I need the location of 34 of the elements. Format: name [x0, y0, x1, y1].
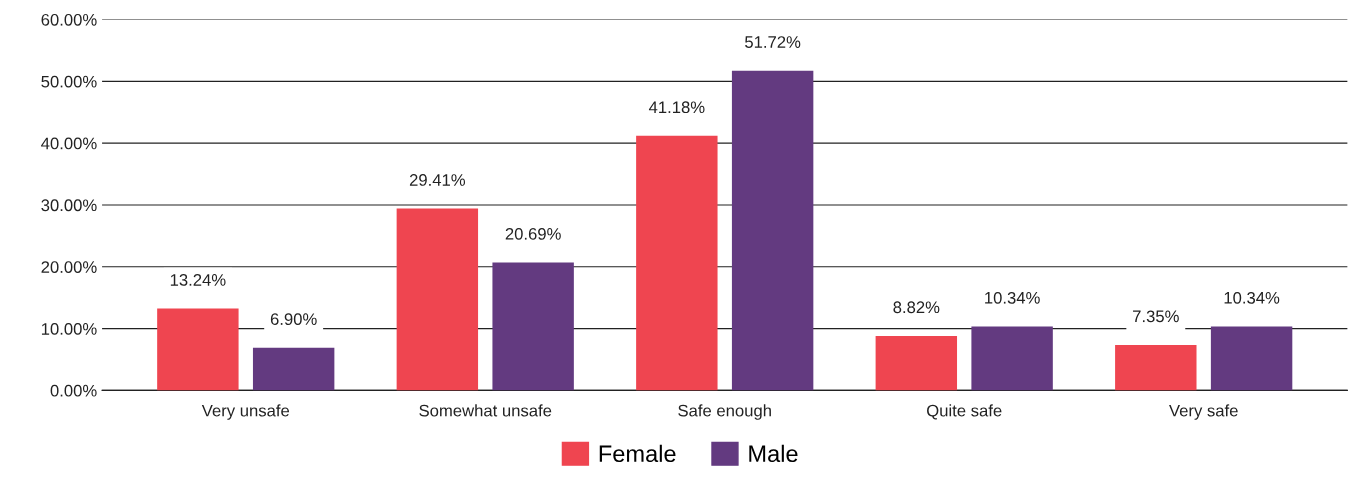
bar [1115, 344, 1197, 391]
bar [731, 70, 814, 391]
data-label: 10.34% [985, 291, 1040, 304]
data-label: 29.41% [409, 174, 466, 186]
x-tick-label: Quite safe [927, 404, 1002, 420]
data-label: 13.24% [170, 274, 226, 286]
data-label: 8.82% [893, 301, 940, 314]
data-label: 20.69% [505, 227, 561, 240]
data-label: 41.18% [648, 101, 705, 114]
y-tick-label: 20.00% [41, 261, 97, 273]
data-label: 51.72% [745, 36, 801, 48]
y-tick-label: 10.00% [41, 322, 97, 335]
data-label: 7.35% [1133, 310, 1179, 323]
y-tick-label: 40.00% [41, 137, 97, 150]
legend-label: Female [599, 444, 676, 463]
y-tick-label: 0.00% [50, 384, 97, 397]
bar [157, 308, 239, 391]
bar [971, 326, 1053, 391]
y-tick-label: 50.00% [41, 75, 97, 88]
x-tick-label: Somewhat unsafe [419, 404, 552, 417]
data-label: 6.90% [270, 313, 317, 326]
bar [636, 135, 718, 391]
x-tick-label: Very unsafe [201, 404, 290, 420]
y-tick-label: 30.00% [41, 199, 97, 212]
x-tick-label: Safe enough [678, 404, 771, 420]
bar [875, 335, 958, 391]
bar [396, 208, 479, 391]
x-tick-label: Very safe [1169, 404, 1238, 420]
bar [492, 262, 574, 391]
data-label: 10.34% [1224, 291, 1280, 304]
y-tick-label: 60.00% [41, 13, 97, 26]
bar [252, 347, 335, 391]
legend-label: Male [749, 444, 798, 463]
bar [1210, 326, 1293, 391]
